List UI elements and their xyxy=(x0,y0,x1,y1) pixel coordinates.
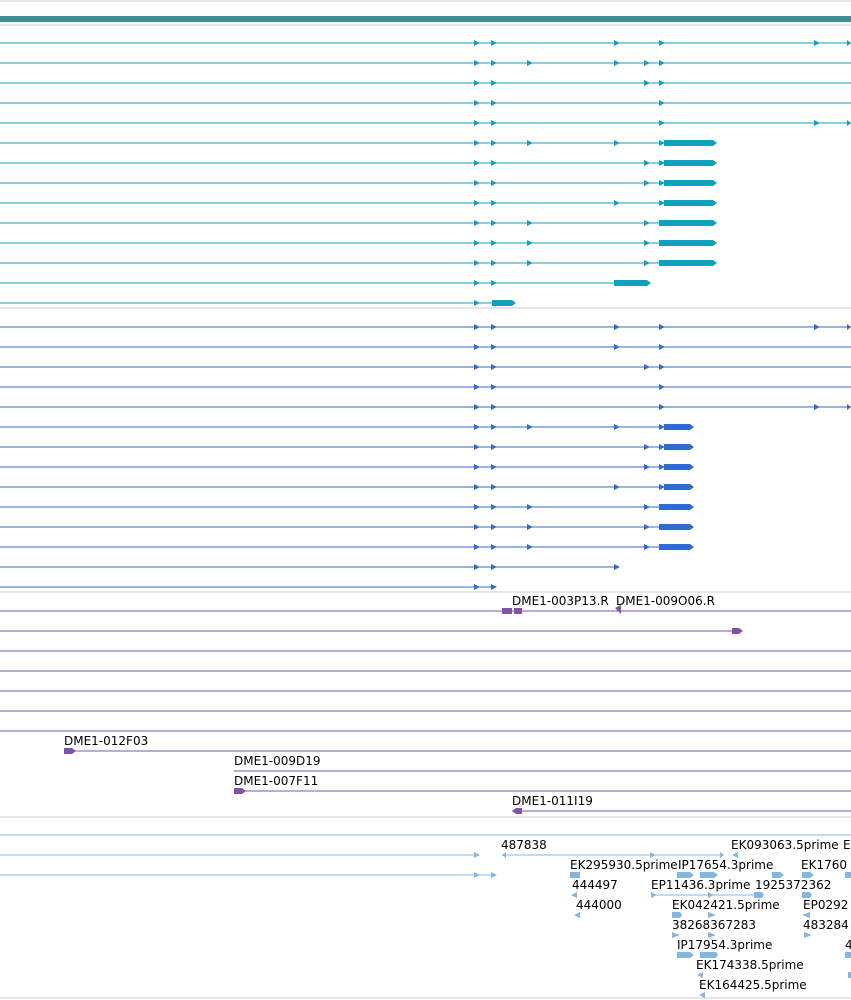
transcript-row[interactable] xyxy=(0,324,851,330)
transcript-row[interactable] xyxy=(0,384,851,390)
clone-label-009d19[interactable]: DME1-009D19 xyxy=(234,754,321,768)
transcript-row[interactable] xyxy=(0,260,717,266)
transcript-row[interactable] xyxy=(0,344,851,350)
est-label[interactable]: EK295930.5prime xyxy=(570,858,678,872)
est-label[interactable]: 1925372362 xyxy=(755,878,831,892)
est-feature[interactable] xyxy=(699,992,705,998)
transcript-row[interactable] xyxy=(0,280,651,286)
gene-model-bar[interactable] xyxy=(0,16,851,22)
teal-transcript-track xyxy=(0,40,851,306)
clone-label-012f03[interactable]: DME1-012F03 xyxy=(64,734,148,748)
est-label[interactable]: EK174338.5prime xyxy=(696,958,804,972)
clone-start-mark[interactable] xyxy=(64,748,76,754)
clone-start-mark[interactable] xyxy=(512,808,522,814)
clone-label-007f11[interactable]: DME1-007F11 xyxy=(234,774,318,788)
est-label[interactable]: 444000 xyxy=(576,898,622,912)
clone-label-011i19[interactable]: DME1-011I19 xyxy=(512,794,593,808)
transcript-row[interactable] xyxy=(0,120,851,126)
est-label[interactable]: EP0292 xyxy=(803,898,848,912)
transcript-row[interactable] xyxy=(0,80,851,86)
est-label[interactable]: 444497 xyxy=(572,878,618,892)
transcript-row[interactable] xyxy=(0,60,851,66)
transcript-row[interactable] xyxy=(0,180,717,186)
transcript-row[interactable] xyxy=(0,564,620,570)
transcript-row[interactable] xyxy=(0,504,694,510)
clone-start-mark[interactable] xyxy=(234,788,246,794)
clone-end-mark[interactable] xyxy=(732,628,743,634)
transcript-row[interactable] xyxy=(0,200,717,206)
clone-label-009o06[interactable]: DME1-009O06.R xyxy=(616,594,715,608)
est-label[interactable]: EK164425.5prime xyxy=(699,978,807,992)
transcript-row[interactable] xyxy=(0,544,694,550)
est-label[interactable]: 487838 xyxy=(501,838,547,852)
transcript-row[interactable] xyxy=(0,424,694,430)
est-label[interactable]: EK1760 xyxy=(801,858,847,872)
transcript-row[interactable] xyxy=(0,404,851,410)
transcript-row[interactable] xyxy=(0,444,694,450)
transcript-row[interactable] xyxy=(0,220,717,226)
clone-label-003p13[interactable]: DME1-003P13.R xyxy=(512,594,609,608)
est-label[interactable]: IP17654.3prime xyxy=(678,858,773,872)
transcript-row[interactable] xyxy=(0,584,497,590)
transcript-row[interactable] xyxy=(0,364,851,370)
est-feature[interactable] xyxy=(677,952,851,958)
est-label[interactable]: 4 xyxy=(845,938,851,952)
est-label[interactable]: EK093063.5prime xyxy=(731,838,839,852)
est-label[interactable]: 483284 xyxy=(803,918,849,932)
est-label[interactable]: IP17954.3prime xyxy=(677,938,772,952)
est-label[interactable]: E xyxy=(843,838,851,852)
transcript-row[interactable] xyxy=(0,484,694,490)
transcript-row[interactable] xyxy=(0,100,851,106)
est-feature[interactable] xyxy=(570,872,851,878)
blue-transcript-track xyxy=(0,324,851,590)
lightblue-est-track: 487838 EK093063.5prime E EK295930.5prime… xyxy=(0,834,851,998)
transcript-row[interactable] xyxy=(0,40,851,46)
est-label[interactable]: EP11436.3prime xyxy=(651,878,750,892)
transcript-row[interactable] xyxy=(0,240,717,246)
transcript-row[interactable] xyxy=(0,160,717,166)
est-label[interactable]: 38268367283 xyxy=(672,918,756,932)
est-label[interactable]: EK042421.5prime xyxy=(672,898,780,912)
purple-clone-track: DME1-003P13.R DME1-009O06.R DME1-012F03 … xyxy=(0,594,851,814)
transcript-row[interactable] xyxy=(0,464,694,470)
transcript-row[interactable] xyxy=(0,300,516,306)
transcript-row[interactable] xyxy=(0,140,717,146)
transcript-row[interactable] xyxy=(0,524,694,530)
